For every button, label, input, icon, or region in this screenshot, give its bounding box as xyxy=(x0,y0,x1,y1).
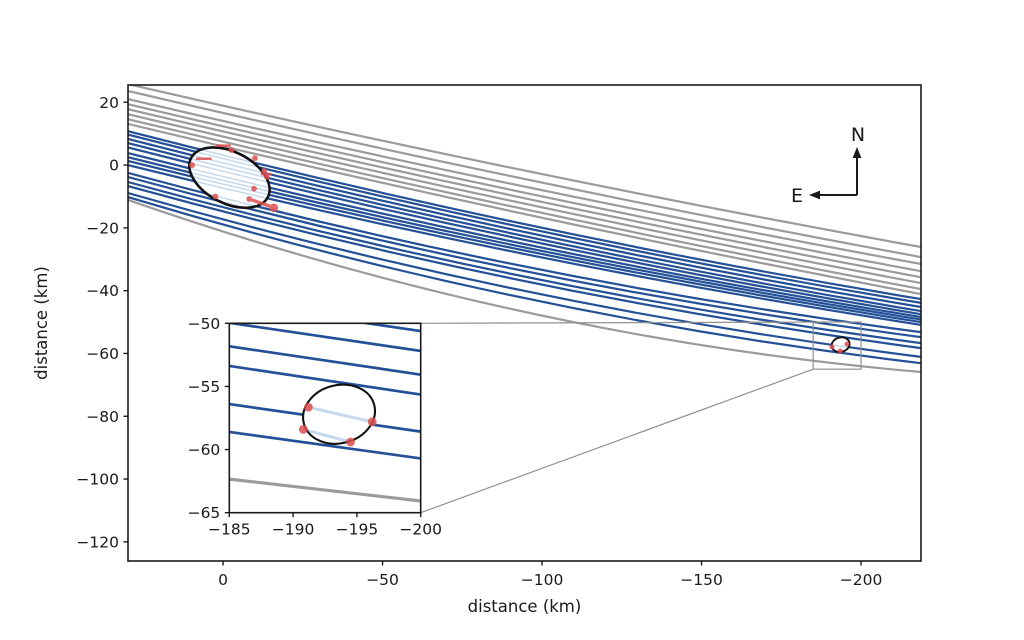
zoom-region-rect xyxy=(812,321,862,370)
ground-track-gray xyxy=(128,89,921,259)
inset-ground-track-blue xyxy=(358,323,421,333)
inset-axes-content xyxy=(229,323,421,513)
ground-track-blue xyxy=(128,130,921,301)
chord-light xyxy=(179,135,280,221)
red-dot xyxy=(263,173,270,180)
uncertainty-ellipse-main xyxy=(188,146,271,210)
main-axes-content xyxy=(128,85,921,374)
inset-chord-light xyxy=(302,427,351,444)
chord-light xyxy=(179,164,280,221)
ground-track-gray xyxy=(128,98,921,266)
x-tick-label: −100 xyxy=(521,571,564,589)
chord-light xyxy=(179,142,280,221)
inset-red-dot xyxy=(298,424,308,434)
inset-ground-track-blue xyxy=(229,323,421,353)
y-axis-label: distance (km) xyxy=(32,266,51,380)
inset-red-dot xyxy=(304,402,313,412)
red-dot-secondary xyxy=(844,341,850,347)
ground-track-blue xyxy=(128,185,921,350)
x-tick-label: −150 xyxy=(680,571,723,589)
inset-x-tick-label: −195 xyxy=(336,521,379,539)
inset-border xyxy=(228,322,422,514)
red-dot xyxy=(251,185,257,192)
red-dot xyxy=(212,193,219,200)
red-dot-secondary xyxy=(837,348,843,354)
inset-red-dot xyxy=(367,417,377,427)
compass xyxy=(809,147,862,200)
compass-east-label: E xyxy=(791,185,803,207)
inset-ground-track-blue xyxy=(229,364,421,396)
y-tick-label: 0 xyxy=(109,157,119,175)
ground-track-gray xyxy=(128,113,921,285)
uncertainty-ellipse-secondary-fill xyxy=(831,337,850,353)
red-dot xyxy=(246,196,253,202)
inset-y-tick-label: −60 xyxy=(188,441,221,459)
red-dot-large xyxy=(269,203,279,213)
x-tick-label: −50 xyxy=(366,571,399,589)
ground-track-gray xyxy=(128,108,921,279)
red-markers xyxy=(189,144,279,213)
red-dot-secondary xyxy=(829,344,835,350)
chord-light xyxy=(179,152,280,221)
x-tick-label: 0 xyxy=(218,571,228,589)
chord-light xyxy=(179,146,280,221)
ground-track-blue xyxy=(128,191,921,358)
y-tick-label: −20 xyxy=(86,219,119,237)
inset-y-tick-label: −55 xyxy=(188,378,221,396)
y-tick-label: −60 xyxy=(86,345,119,363)
north-arrowhead-icon xyxy=(852,147,862,158)
red-dot xyxy=(228,147,235,153)
main-axes-border xyxy=(127,84,922,562)
y-tick-label: −40 xyxy=(86,282,119,300)
chord-light xyxy=(179,138,280,221)
red-dot xyxy=(252,155,258,162)
inset-x-tick-label: −185 xyxy=(208,521,251,539)
chord-light xyxy=(179,160,280,221)
inset-ground-track-blue xyxy=(229,430,421,460)
x-tick-label: −200 xyxy=(840,571,883,589)
inset-x-tick-label: −190 xyxy=(272,521,315,539)
inset-ground-track-gray xyxy=(229,477,421,503)
y-tick-label: −100 xyxy=(76,471,119,489)
ground-track-gray xyxy=(128,85,921,249)
y-tick-label: −120 xyxy=(76,533,119,551)
inset-y-tick-label: −50 xyxy=(188,315,221,333)
y-tick-label: 20 xyxy=(99,94,119,112)
inset-red-dot xyxy=(346,437,355,447)
inset-x-tick-label: −200 xyxy=(399,521,442,539)
chord-light xyxy=(179,135,280,221)
ground-track-gray xyxy=(128,198,921,374)
inset-chord-light xyxy=(308,405,373,424)
ground-track-gray xyxy=(128,122,921,296)
chord-light xyxy=(179,156,280,221)
inset-y-tick-label: −65 xyxy=(188,504,221,522)
ground-track-gray xyxy=(128,103,921,273)
inset-ground-track-blue xyxy=(229,344,421,376)
inset-connector-bottom xyxy=(420,368,814,514)
red-dot xyxy=(189,162,196,168)
red-dot xyxy=(261,168,268,174)
ground-track-blue xyxy=(128,196,921,365)
x-axis-label: distance (km) xyxy=(468,597,582,616)
y-tick-label: −80 xyxy=(86,408,119,426)
ground-track-blue xyxy=(128,180,921,345)
red-segment xyxy=(248,197,273,209)
inset-connector-top xyxy=(420,321,814,324)
chord-light xyxy=(128,131,921,299)
east-arrowhead-icon xyxy=(809,190,820,200)
chord-light xyxy=(179,172,280,221)
ground-track-gray xyxy=(128,118,921,291)
compass-north-label: N xyxy=(851,124,865,146)
